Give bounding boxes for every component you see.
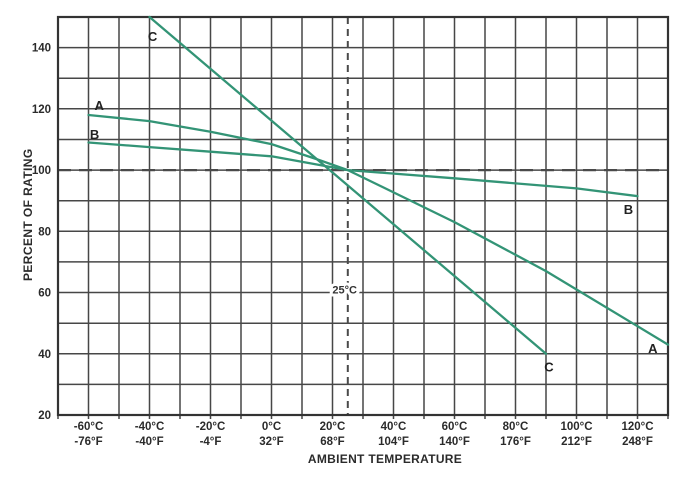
x-tick-label-celsius: -40°C [135,421,165,433]
x-tick-label-celsius: 0°C [262,421,281,433]
x-tick-label-fahrenheit: 176°F [500,436,531,448]
x-tick-label-celsius: -20°C [196,421,226,433]
curve-label-C: C [544,360,554,375]
y-axis-title: PERCENT OF RATING [21,148,35,281]
curve-C [148,15,548,355]
curve-label-A: A [95,98,105,113]
curve-label-A: A [648,341,658,356]
x-tick-label-fahrenheit: -76°F [74,436,102,448]
y-tick-label: 40 [38,349,51,361]
y-tick-label: 80 [38,226,51,238]
x-tick-label-celsius: 100°C [560,421,592,433]
x-tick-label-fahrenheit: 212°F [561,436,592,448]
x-tick-label-celsius: 40°C [381,421,407,433]
ref-25c-label: 25°C [332,285,357,297]
x-tick-label-fahrenheit: 104°F [378,436,409,448]
x-tick-label-celsius: 20°C [320,421,346,433]
x-tick-label-fahrenheit: 248°F [622,436,653,448]
x-tick-label-fahrenheit: 68°F [320,436,344,448]
x-tick-label-fahrenheit: 140°F [439,436,470,448]
x-axis-title: AMBIENT TEMPERATURE [307,452,463,466]
x-tick-label-celsius: 80°C [503,421,529,433]
curve-label-B: B [624,202,633,217]
curve-label-C: C [148,29,158,44]
x-tick-label-fahrenheit: -40°F [135,436,163,448]
y-tick-label: 140 [32,43,51,55]
y-tick-label: 60 [38,288,51,300]
curve-label-B: B [90,127,99,142]
x-tick-label-celsius: -60°C [74,421,104,433]
x-tick-label-fahrenheit: -4°F [200,436,222,448]
plot-border [56,15,670,417]
x-tick-label-celsius: 120°C [621,421,653,433]
curve-B [87,141,639,198]
x-tick-label-fahrenheit: 32°F [259,436,283,448]
y-tick-label: 120 [32,104,51,116]
x-tick-label-celsius: 60°C [442,421,468,433]
y-tick-label: 100 [32,165,51,177]
y-tick-label: 20 [38,410,51,422]
